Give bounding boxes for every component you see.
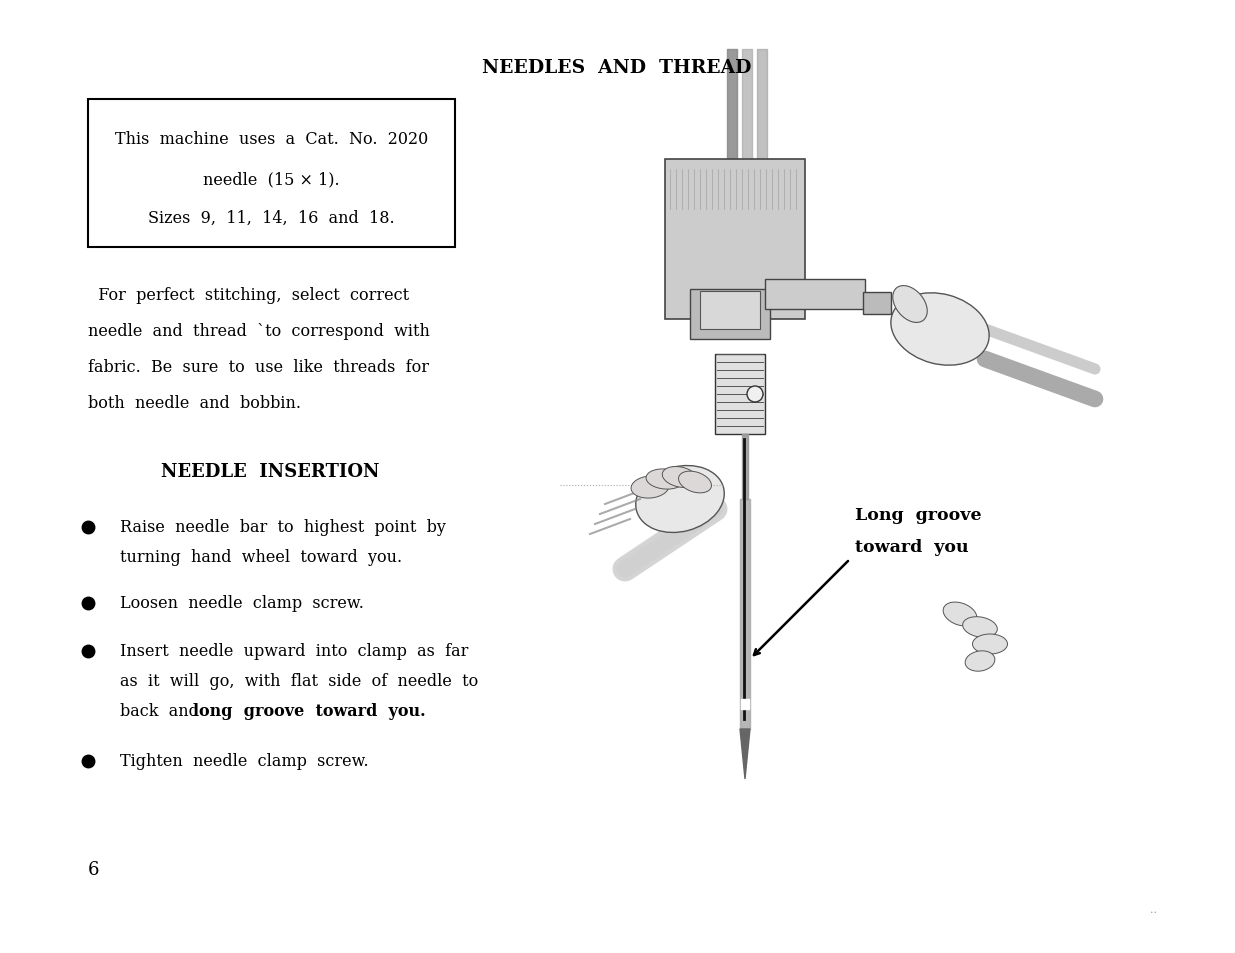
Bar bbox=[700, 292, 760, 330]
Text: fabric.  Be  sure  to  use  like  threads  for: fabric. Be sure to use like threads for bbox=[88, 359, 429, 376]
Text: Insert  needle  upward  into  clamp  as  far: Insert needle upward into clamp as far bbox=[120, 643, 468, 659]
Ellipse shape bbox=[962, 617, 998, 638]
Text: Long  groove: Long groove bbox=[855, 507, 982, 524]
Text: both  needle  and  bobbin.: both needle and bobbin. bbox=[88, 395, 301, 412]
Text: turning  hand  wheel  toward  you.: turning hand wheel toward you. bbox=[120, 549, 403, 566]
Ellipse shape bbox=[662, 467, 698, 488]
Bar bbox=[690, 290, 769, 339]
Text: back  and: back and bbox=[120, 702, 209, 720]
Text: Loosen  needle  clamp  screw.: Loosen needle clamp screw. bbox=[120, 595, 364, 612]
Ellipse shape bbox=[944, 602, 977, 626]
Bar bbox=[664, 160, 805, 319]
Text: toward  you: toward you bbox=[855, 539, 968, 556]
Text: as  it  will  go,  with  flat  side  of  needle  to: as it will go, with flat side of needle … bbox=[120, 673, 478, 690]
Text: long  groove  toward  you.: long groove toward you. bbox=[193, 702, 426, 720]
Text: This  machine  uses  a  Cat.  No.  2020: This machine uses a Cat. No. 2020 bbox=[115, 132, 429, 149]
Polygon shape bbox=[740, 729, 750, 780]
Text: NEEDLE  INSERTION: NEEDLE INSERTION bbox=[161, 462, 379, 480]
Ellipse shape bbox=[893, 286, 927, 323]
Ellipse shape bbox=[631, 476, 669, 498]
Ellipse shape bbox=[636, 466, 724, 533]
Bar bbox=[863, 293, 890, 314]
Text: needle  (15 × 1).: needle (15 × 1). bbox=[204, 172, 340, 189]
Ellipse shape bbox=[972, 635, 1008, 655]
Ellipse shape bbox=[965, 651, 995, 672]
Ellipse shape bbox=[890, 294, 989, 366]
Ellipse shape bbox=[678, 472, 711, 494]
Text: For  perfect  stitching,  select  correct: For perfect stitching, select correct bbox=[88, 287, 409, 304]
Text: Sizes  9,  11,  14,  16  and  18.: Sizes 9, 11, 14, 16 and 18. bbox=[148, 210, 395, 226]
Text: NEEDLES  AND  THREAD: NEEDLES AND THREAD bbox=[483, 59, 752, 77]
Text: ..: .. bbox=[1150, 904, 1157, 914]
Circle shape bbox=[747, 387, 763, 402]
Text: Raise  needle  bar  to  highest  point  by: Raise needle bar to highest point by bbox=[120, 519, 446, 536]
Bar bbox=[88, 100, 454, 248]
Bar bbox=[764, 280, 864, 310]
Ellipse shape bbox=[646, 470, 684, 490]
Text: 6: 6 bbox=[88, 861, 100, 878]
Text: needle  and  thread  ˋto  correspond  with: needle and thread ˋto correspond with bbox=[88, 323, 430, 340]
Bar bbox=[715, 355, 764, 435]
Text: Tighten  needle  clamp  screw.: Tighten needle clamp screw. bbox=[120, 753, 368, 770]
